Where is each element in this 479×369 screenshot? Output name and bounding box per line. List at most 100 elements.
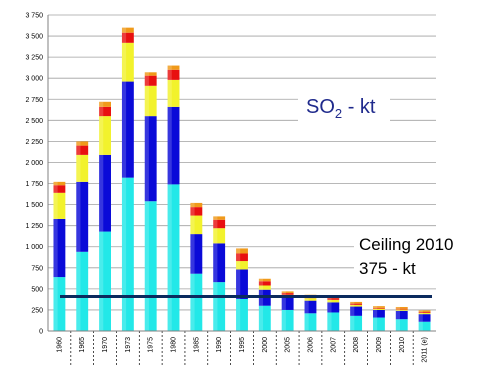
x-tick-label: 1965	[79, 337, 86, 353]
x-tick-label: 2011 (e)	[422, 337, 429, 363]
bar-segment	[53, 192, 66, 219]
bar-highlight	[121, 42, 127, 82]
bar-segment	[418, 321, 431, 331]
annotation-line-1: Ceiling 2010	[359, 235, 454, 254]
bar-segment	[418, 312, 431, 313]
bar-highlight	[236, 269, 241, 299]
bar-highlight	[327, 302, 332, 313]
bar-segment	[76, 251, 89, 331]
bar-segment	[281, 293, 294, 295]
bar-segment	[373, 317, 385, 331]
bar-highlight	[53, 218, 58, 278]
bar-segment	[418, 312, 431, 315]
bar-highlight	[121, 27, 127, 33]
bar-segment	[167, 79, 180, 107]
y-tick-label: 250	[31, 307, 43, 314]
bar-highlight	[53, 181, 58, 186]
bar-segment	[350, 315, 363, 331]
bar-highlight	[99, 154, 104, 232]
bar-segment	[76, 154, 89, 182]
bar-segment	[167, 184, 180, 331]
x-tick-label: 1973	[125, 337, 132, 353]
bar-highlight	[213, 243, 218, 283]
bar-segment	[213, 219, 226, 229]
bar-segment	[76, 181, 89, 252]
bar-highlight	[373, 309, 378, 318]
bar-segment	[327, 299, 340, 303]
x-tick-label: 2008	[353, 337, 360, 353]
bar-segment	[395, 319, 408, 331]
bar-highlight	[395, 309, 400, 311]
bar-highlight	[190, 234, 195, 274]
bar-highlight	[350, 306, 355, 316]
bar-segment	[53, 218, 66, 278]
bar-highlight	[76, 251, 81, 331]
bar-highlight	[395, 319, 400, 331]
bar-segment	[99, 106, 111, 117]
bar-highlight	[258, 281, 264, 286]
bar-highlight	[213, 282, 218, 331]
bar-highlight	[327, 299, 332, 303]
bar-highlight	[281, 293, 286, 295]
bar-segment	[236, 253, 248, 262]
y-tick-label: 500	[31, 286, 43, 293]
bar-segment	[76, 145, 89, 155]
bar-highlight	[236, 261, 241, 270]
bar-highlight	[236, 298, 241, 331]
bar-segment	[418, 314, 431, 322]
bar-segment	[236, 298, 248, 331]
bar-segment	[121, 177, 134, 331]
bar-highlight	[373, 307, 378, 309]
bar-highlight	[418, 321, 423, 331]
bar-segment	[395, 308, 408, 310]
bar-segment	[121, 32, 134, 43]
bar-highlight	[213, 219, 218, 229]
bar-highlight	[281, 297, 286, 310]
bar-segment	[395, 309, 408, 311]
y-axis: 0 250 500 750 1 000 1 250 1 500 1 750 2 000 2 250…	[25, 13, 49, 336]
bar-highlight	[418, 314, 423, 322]
bar-segment	[53, 185, 66, 193]
bar-segment	[121, 81, 134, 178]
bar-segment	[213, 282, 226, 331]
y-tick-label: 1 000	[25, 244, 43, 251]
y-tick-label: 2 000	[25, 160, 43, 167]
bar-highlight	[258, 278, 264, 282]
y-tick-label: 2 750	[25, 97, 43, 104]
bar-segment	[281, 297, 294, 310]
x-axis: 1960 1965 1970 1973 1975 1980 1985 1990 1995 2000…	[48, 330, 436, 365]
bar-segment	[167, 65, 180, 70]
bar-highlight	[304, 313, 309, 331]
x-tick-label: 1990	[216, 337, 223, 353]
bar-highlight	[213, 228, 218, 244]
gridlines	[48, 14, 436, 332]
bar-highlight	[350, 304, 355, 307]
bar-segment	[121, 27, 134, 33]
bar-segment	[373, 308, 385, 310]
bar-segment	[213, 243, 226, 283]
bar-highlight	[144, 75, 149, 86]
bar-highlight	[373, 306, 378, 308]
annotation-box	[354, 228, 466, 280]
bar-segment	[99, 154, 111, 232]
y-tick-label: 750	[31, 265, 43, 272]
y-tick-label: 3 750	[25, 13, 43, 20]
bar-segment	[350, 304, 363, 307]
x-tick-label: 2005	[285, 337, 292, 353]
annotation-line-2: 375 - kt	[359, 259, 416, 278]
bar-segment	[144, 116, 157, 202]
bar-segment	[327, 312, 340, 331]
bar-segment	[213, 216, 226, 220]
bar-highlight	[144, 201, 149, 331]
bar-highlight	[190, 273, 195, 331]
bar-highlight	[350, 315, 355, 331]
bar-highlight	[76, 141, 81, 146]
bar-segment	[373, 307, 385, 309]
title-box	[298, 84, 390, 128]
bar-segment	[418, 310, 431, 313]
bars	[53, 27, 431, 331]
bar-highlight	[327, 298, 332, 300]
bar-highlight	[304, 300, 309, 314]
bar-highlight	[167, 79, 172, 107]
